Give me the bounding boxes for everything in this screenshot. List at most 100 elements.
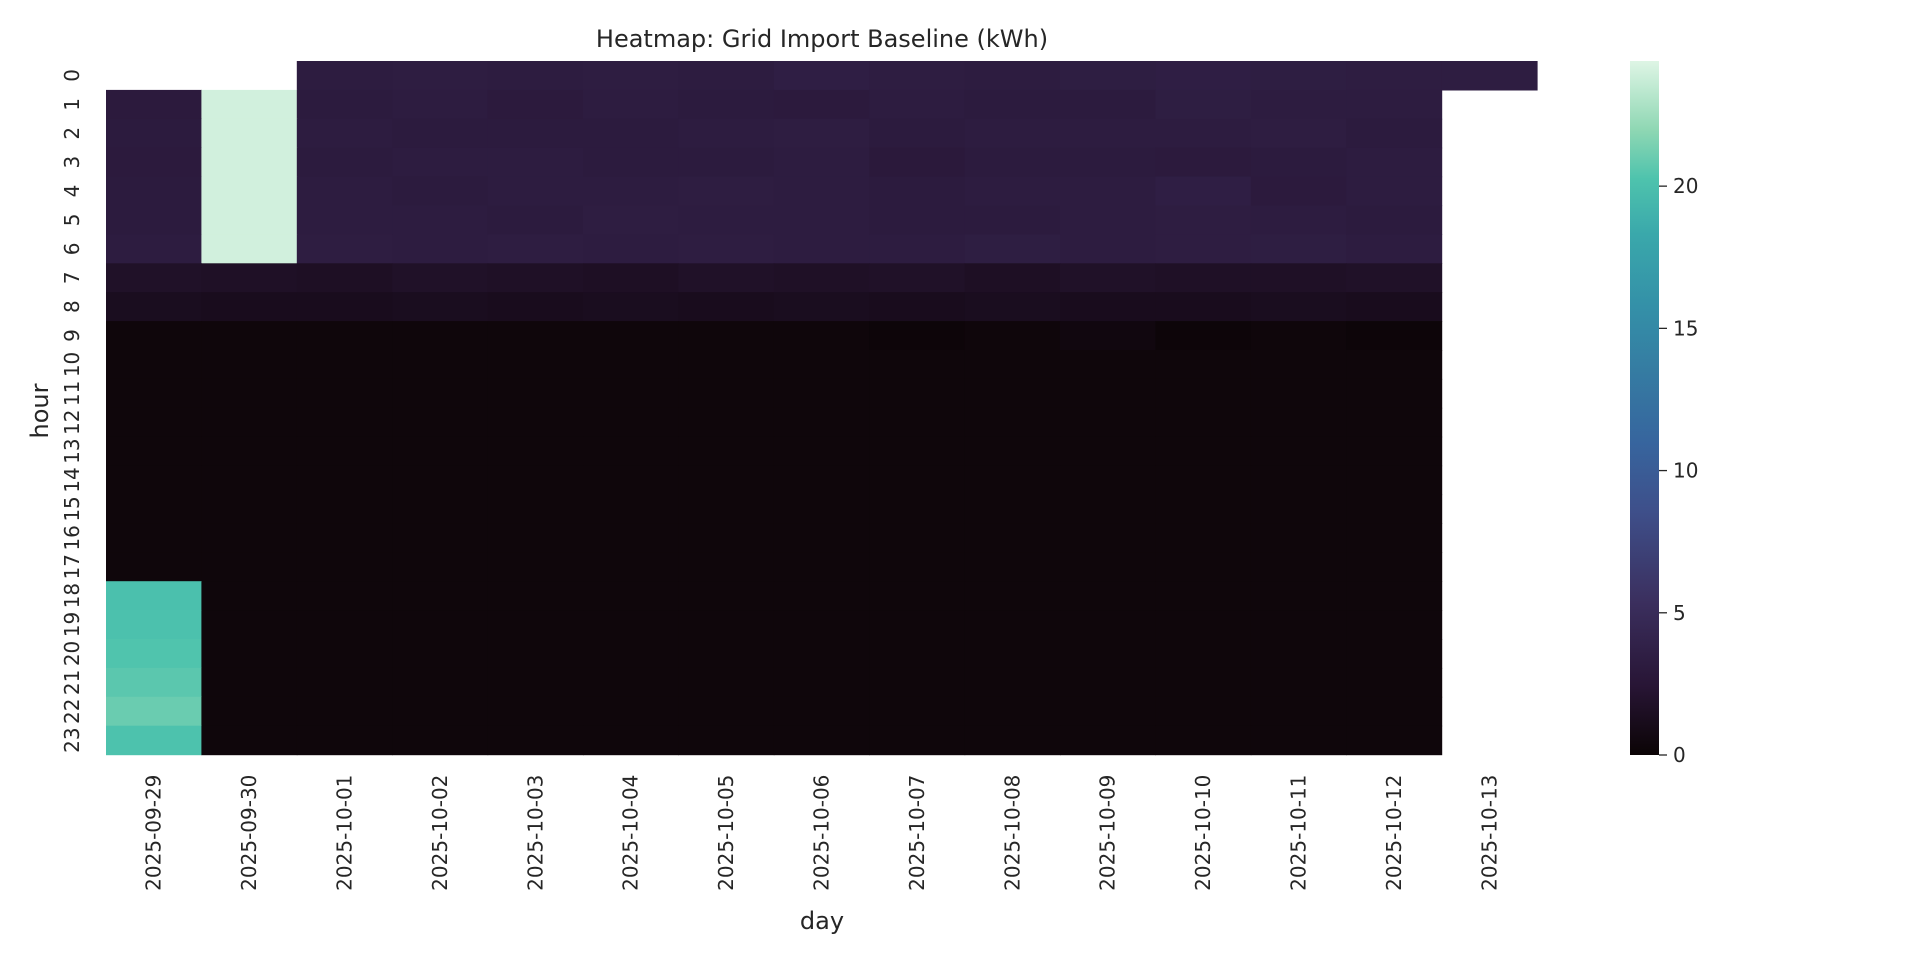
- heatmap-cell: [392, 321, 489, 351]
- heatmap-cell: [1250, 263, 1347, 293]
- heatmap-cell: [392, 350, 489, 380]
- heatmap-cell: [487, 350, 584, 380]
- heatmap-cell: [869, 321, 966, 351]
- heatmap-cell: [1060, 581, 1156, 611]
- heatmap-cell: [106, 436, 202, 467]
- heatmap-cell: [1155, 61, 1252, 91]
- heatmap-cell: [678, 407, 775, 438]
- heatmap-cell: [487, 292, 584, 322]
- heatmap-cell: [1346, 610, 1443, 640]
- x-tick-label: 2025-10-02: [428, 775, 452, 891]
- heatmap-cell: [487, 61, 584, 91]
- y-tick-label: 21: [60, 670, 84, 695]
- heatmap-cell: [678, 176, 775, 207]
- heatmap-cell: [1060, 523, 1156, 553]
- heatmap-cell: [583, 610, 679, 640]
- heatmap-cell: [296, 61, 393, 91]
- colorbar-tick-label: 5: [1673, 601, 1686, 625]
- heatmap-cell: [773, 350, 870, 380]
- heatmap-cell: [106, 292, 202, 322]
- heatmap-cell: [392, 61, 489, 91]
- heatmap-cell: [583, 436, 679, 467]
- heatmap-cell: [869, 667, 966, 698]
- heatmap-cell: [106, 350, 202, 380]
- heatmap-cell: [296, 552, 393, 582]
- heatmap-cell: [1346, 494, 1443, 524]
- heatmap-cell: [392, 610, 489, 640]
- heatmap-cell: [583, 696, 679, 727]
- x-tick-label: 2025-10-06: [810, 775, 834, 891]
- heatmap-cell: [869, 118, 966, 149]
- heatmap-cell: [869, 205, 966, 235]
- y-tick-label: 18: [60, 583, 84, 608]
- heatmap-cell: [1060, 321, 1156, 351]
- heatmap-cell: [1346, 263, 1443, 293]
- heatmap-cell: [964, 321, 1061, 351]
- heatmap-cell: [583, 407, 679, 438]
- heatmap-cell: [773, 176, 870, 207]
- y-tick-label: 4: [60, 185, 84, 198]
- heatmap-cell: [1155, 292, 1252, 322]
- heatmap-cell: [1250, 696, 1347, 727]
- heatmap-cell: [1346, 639, 1443, 669]
- heatmap-cell: [869, 350, 966, 380]
- heatmap-cell: [106, 407, 202, 438]
- colorbar-gradient: [1630, 61, 1659, 755]
- heatmap-cell: [106, 667, 202, 698]
- y-tick-label: 12: [60, 410, 84, 435]
- heatmap-cell: [964, 61, 1061, 91]
- heatmap-cell: [1250, 407, 1347, 438]
- heatmap-cell: [487, 494, 584, 524]
- heatmap-cell: [1155, 147, 1252, 178]
- heatmap-cell: [487, 581, 584, 611]
- heatmap-cell: [1060, 234, 1156, 264]
- heatmap-cell: [773, 696, 870, 727]
- heatmap-cell: [964, 205, 1061, 235]
- heatmap-cell: [1155, 118, 1252, 149]
- heatmap-cell: [773, 465, 870, 496]
- heatmap-cell: [487, 321, 584, 351]
- heatmap-cell: [201, 292, 298, 322]
- heatmap-cell: [773, 147, 870, 178]
- heatmap-cell: [964, 552, 1061, 582]
- heatmap-cell: [773, 292, 870, 322]
- heatmap-cell: [583, 378, 679, 409]
- heatmap-cell: [869, 465, 966, 496]
- heatmap-cell: [487, 667, 584, 698]
- heatmap-cell: [1346, 667, 1443, 698]
- heatmap-cell: [1060, 610, 1156, 640]
- heatmap-cell: [201, 610, 298, 640]
- heatmap-cell: [106, 378, 202, 409]
- heatmap-cell: [583, 581, 679, 611]
- heatmap-cell: [296, 378, 393, 409]
- heatmap-cell: [296, 205, 393, 235]
- heatmap-cell: [201, 321, 298, 351]
- heatmap-cell: [201, 696, 298, 727]
- heatmap-cell: [392, 667, 489, 698]
- heatmap-cell: [964, 436, 1061, 467]
- heatmap-cell: [869, 407, 966, 438]
- heatmap-cell: [296, 581, 393, 611]
- y-tick-label: 22: [60, 699, 84, 724]
- heatmap-cell: [392, 292, 489, 322]
- heatmap-cell: [1250, 725, 1347, 756]
- heatmap-cell: [1346, 465, 1443, 496]
- heatmap-cell: [583, 234, 679, 264]
- heatmap-cell: [1250, 436, 1347, 467]
- heatmap-cells: [106, 61, 1538, 756]
- heatmap-cell: [201, 523, 298, 553]
- heatmap-cell: [1250, 350, 1347, 380]
- heatmap-cell: [678, 61, 775, 91]
- heatmap-cell: [1346, 234, 1443, 264]
- heatmap-cell: [296, 436, 393, 467]
- heatmap-cell: [583, 494, 679, 524]
- chart-title: Heatmap: Grid Import Baseline (kWh): [596, 25, 1048, 53]
- heatmap-cell: [583, 321, 679, 351]
- heatmap-cell: [583, 292, 679, 322]
- heatmap-cell: [583, 523, 679, 553]
- y-tick-label: 5: [60, 214, 84, 227]
- heatmap-cell: [773, 61, 870, 91]
- y-tick-label: 15: [60, 496, 84, 521]
- heatmap-cell: [869, 523, 966, 553]
- heatmap-cell: [1250, 292, 1347, 322]
